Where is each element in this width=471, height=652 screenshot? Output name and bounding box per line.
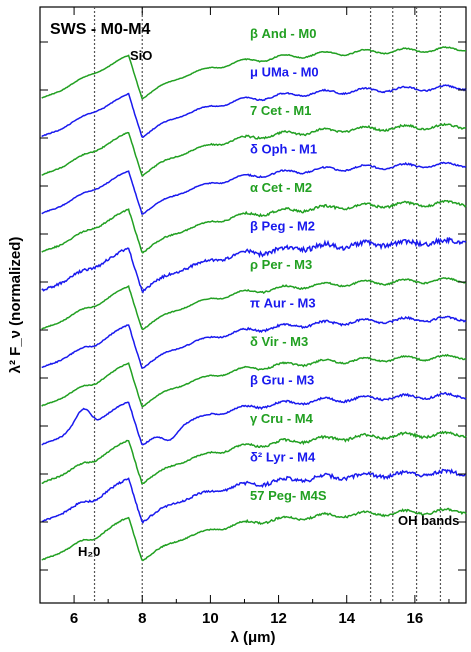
x-tick-label: 14 [338, 610, 355, 627]
h2o-annotation: H₂0 [78, 544, 100, 559]
series-label: β And - M0 [250, 26, 316, 41]
spectra-group [41, 46, 467, 562]
x-tick-label: 6 [70, 610, 78, 627]
oh-bands-annotation: OH bands [398, 513, 459, 528]
spectrum-line [41, 199, 467, 254]
x-axis: 6 8 10 12 14 16 [39, 7, 450, 627]
sio-annotation: SiO [130, 48, 152, 63]
series-label: ρ Per - M3 [250, 257, 312, 272]
spectrum-line [41, 236, 467, 294]
x-axis-title: λ (μm) [230, 629, 275, 646]
plot-frame [39, 6, 467, 604]
spectrum-line [41, 46, 466, 100]
spectrum-line [41, 84, 467, 139]
spectrum-line [41, 507, 467, 562]
y-axis [40, 41, 466, 571]
x-tick-label: 10 [202, 610, 219, 627]
series-label: δ Oph - M1 [250, 142, 317, 157]
series-label: 57 Peg- M4S [250, 488, 327, 503]
y-axis-title: λ² F_ν (normalized) [7, 237, 24, 374]
series-label: γ Cru - M4 [250, 411, 314, 426]
spectrum-line [41, 468, 467, 524]
spectrum-line [41, 122, 467, 177]
series-label: β Peg - M2 [250, 219, 315, 234]
spectrum-line [41, 391, 467, 446]
series-labels: β And - M0 μ UMa - M0 7 Cet - M1 δ Oph - M1… [250, 26, 327, 503]
series-label: β Gru - M3 [250, 373, 314, 388]
x-tick-label: 8 [138, 610, 146, 627]
feature-lines [93, 7, 442, 603]
series-label: π Aur - M3 [250, 296, 316, 311]
spectrum-line [41, 161, 467, 215]
chart-title: SWS - M0-M4 [50, 21, 151, 38]
x-tick-label: 12 [270, 610, 287, 627]
spectrum-line [41, 277, 467, 331]
spectrum-line [41, 353, 467, 408]
spectrum-line [41, 430, 467, 485]
series-label: δ Vir - M3 [250, 334, 308, 349]
series-label: 7 Cet - M1 [250, 103, 311, 118]
series-label: α Cet - M2 [250, 180, 312, 195]
spectrum-line [41, 315, 467, 369]
x-tick-label: 16 [407, 610, 424, 627]
series-label: δ² Lyr - M4 [250, 450, 316, 465]
series-label: μ UMa - M0 [250, 65, 319, 80]
